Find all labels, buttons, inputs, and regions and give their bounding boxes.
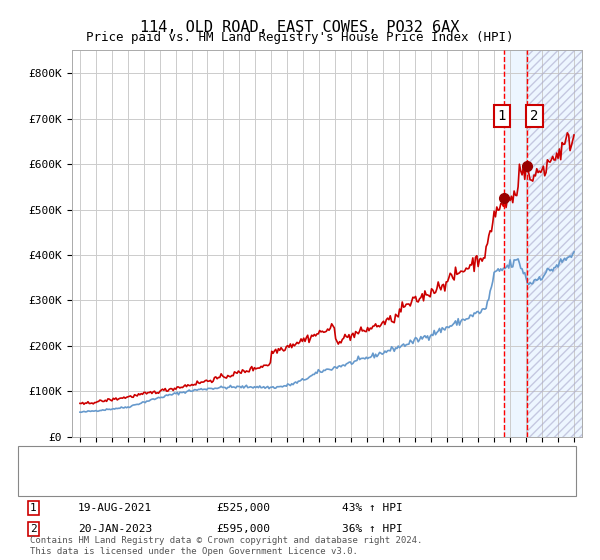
Text: Price paid vs. HM Land Registry's House Price Index (HPI): Price paid vs. HM Land Registry's House …	[86, 31, 514, 44]
Text: HPI: Average price, detached house, Isle of Wight: HPI: Average price, detached house, Isle…	[84, 478, 390, 488]
Text: ——: ——	[42, 453, 59, 467]
Text: 20-JAN-2023: 20-JAN-2023	[78, 524, 152, 534]
Text: 114, OLD ROAD, EAST COWES, PO32 6AX: 114, OLD ROAD, EAST COWES, PO32 6AX	[140, 20, 460, 35]
Text: 2: 2	[30, 524, 37, 534]
Text: 114, OLD ROAD, EAST COWES, PO32 6AX (detached house): 114, OLD ROAD, EAST COWES, PO32 6AX (det…	[84, 455, 409, 465]
Bar	[527, 50, 582, 437]
Text: Contains HM Land Registry data © Crown copyright and database right 2024.
This d: Contains HM Land Registry data © Crown c…	[30, 536, 422, 556]
Text: 19-AUG-2021: 19-AUG-2021	[78, 503, 152, 513]
Text: 36% ↑ HPI: 36% ↑ HPI	[342, 524, 403, 534]
Text: 1: 1	[30, 503, 37, 513]
Text: 43% ↑ HPI: 43% ↑ HPI	[342, 503, 403, 513]
Text: £525,000: £525,000	[216, 503, 270, 513]
Text: 1: 1	[498, 109, 506, 123]
Bar	[505, 50, 582, 437]
Text: £595,000: £595,000	[216, 524, 270, 534]
Text: 2: 2	[530, 109, 538, 123]
Text: ——: ——	[42, 476, 59, 491]
